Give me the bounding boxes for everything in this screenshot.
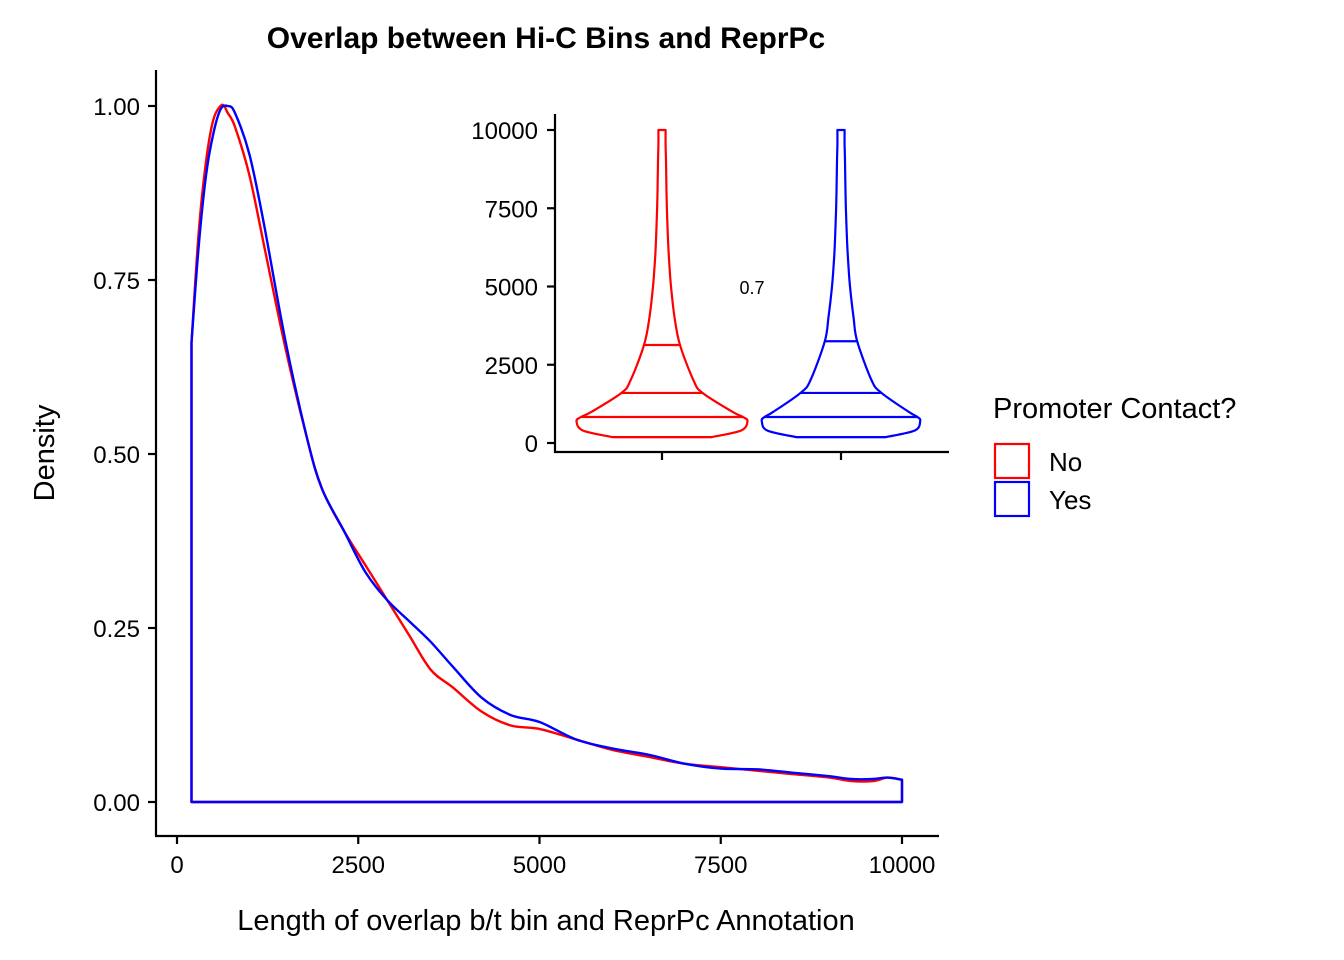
inset-y-tick-label: 10000	[471, 118, 538, 145]
inset-y-tick-label: 0	[525, 431, 538, 458]
x-tick-label: 5000	[513, 852, 566, 879]
density-curve-yes	[190, 104, 904, 804]
density-curve-no	[190, 103, 904, 804]
y-axis-label: Density	[29, 404, 61, 501]
y-tick-label: 0.25	[93, 616, 140, 643]
violin-yes	[760, 128, 922, 439]
y-tick-label: 0.75	[93, 268, 140, 295]
inset-y-tick-label: 7500	[485, 196, 538, 223]
legend-key-yes	[993, 480, 1031, 518]
chart-title: Overlap between Hi-C Bins and ReprPc	[267, 22, 825, 55]
y-tick-label: 0.50	[93, 442, 140, 469]
inset-violin-plot: 0 2500 5000 7500 10000 0.7	[471, 114, 949, 460]
legend-items: No Yes	[993, 442, 1091, 518]
violin-no	[575, 128, 749, 439]
density-curves	[190, 103, 904, 804]
x-tick-label: 0	[170, 852, 183, 879]
inset-violins	[575, 128, 922, 439]
inset-y-tick-label: 5000	[485, 275, 538, 302]
x-tick-label: 10000	[869, 852, 936, 879]
legend-title: Promoter Contact?	[993, 393, 1236, 425]
y-tick-label: 0.00	[93, 790, 140, 817]
inset-y-tick-label: 2500	[485, 353, 538, 380]
p-value-annotation: 0.7	[739, 278, 764, 298]
legend-label-no: No	[1049, 447, 1082, 477]
x-axis-label: Length of overlap b/t bin and ReprPc Ann…	[237, 905, 855, 937]
y-tick-label: 1.00	[93, 94, 140, 121]
x-tick-label: 7500	[694, 852, 747, 879]
legend-key-no	[993, 442, 1031, 480]
main-plot: 0 2500 5000 7500 10000 0.00 0.25 0.50 0.75 1.00	[93, 70, 939, 879]
legend-label-yes: Yes	[1049, 485, 1091, 515]
axis-ticks: 0 2500 5000 7500 10000 0.00 0.25 0.50 0.75 1.00	[93, 94, 935, 879]
x-tick-label: 2500	[332, 852, 385, 879]
inset-axis-ticks: 0 2500 5000 7500 10000	[471, 118, 843, 460]
legend: Promoter Contact? No Yes	[993, 393, 1236, 518]
